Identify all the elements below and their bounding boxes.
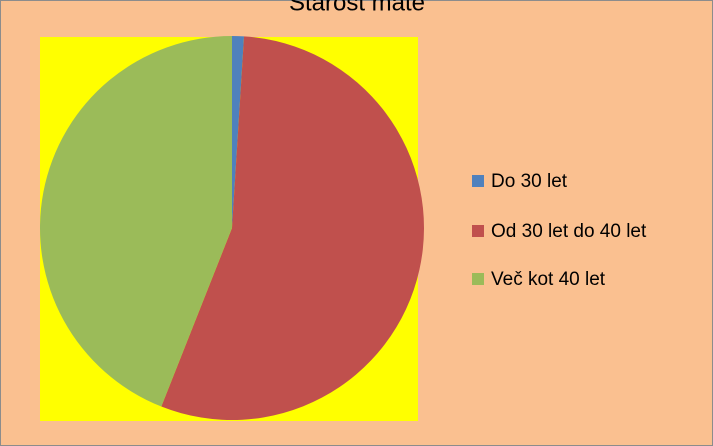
legend-swatch bbox=[472, 273, 484, 285]
legend-label: Od 30 let do 40 let bbox=[491, 221, 647, 242]
pie-slice bbox=[232, 36, 245, 228]
legend-label: Do 30 let bbox=[491, 171, 568, 192]
pie-slice bbox=[161, 36, 424, 420]
chart-title: Starost mate bbox=[289, 0, 425, 16]
legend-swatch bbox=[472, 225, 484, 237]
legend-swatch bbox=[472, 175, 484, 187]
legend-label: Več kot 40 let bbox=[491, 269, 606, 290]
pie-slice bbox=[39, 36, 232, 407]
